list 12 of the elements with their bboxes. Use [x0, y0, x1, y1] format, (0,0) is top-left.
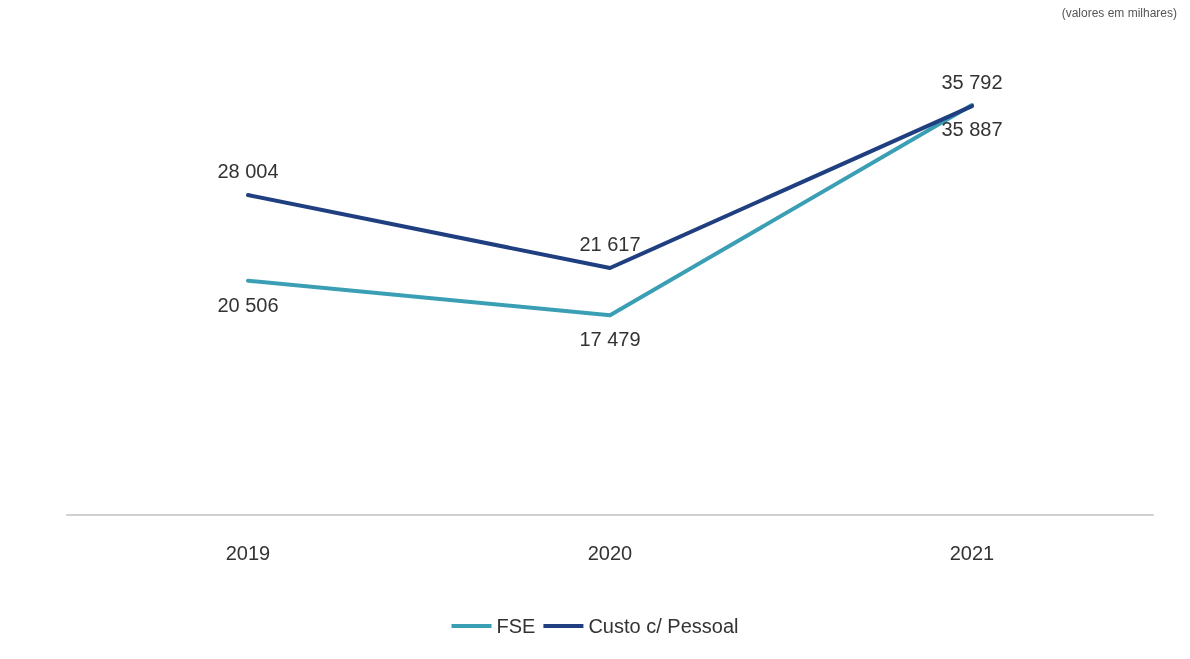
data-label: 21 617	[579, 233, 641, 256]
text: (valores em milhares)	[1061, 6, 1177, 20]
data-label: 28 004	[217, 160, 279, 183]
x-tick-label: 2021	[949, 542, 995, 564]
legend-label: Custo c/ Pessoal	[588, 615, 739, 637]
data-label: 17 479	[579, 328, 641, 351]
data-label: 20 506	[217, 293, 279, 316]
x-tick-label: 2019	[225, 542, 271, 564]
data-label: 35 792	[941, 71, 1003, 94]
legend-label: FSE	[496, 615, 536, 637]
x-tick-label: 2020	[587, 542, 633, 564]
data-label: 35 887	[941, 117, 1003, 140]
